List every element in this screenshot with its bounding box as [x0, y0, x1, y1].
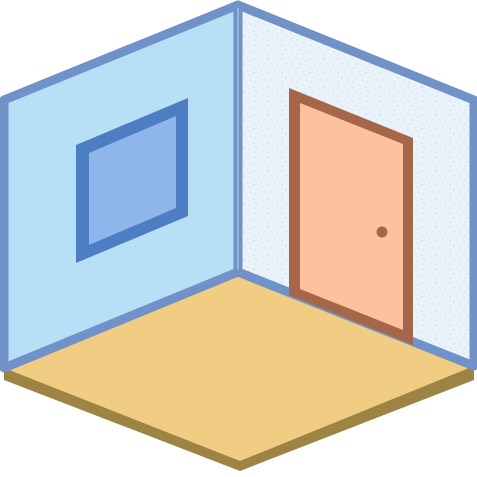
window-icon — [76, 98, 188, 263]
door-icon — [289, 88, 413, 345]
door-panel — [300, 103, 403, 330]
window-pane — [89, 116, 176, 245]
door-knob-icon — [376, 226, 388, 238]
